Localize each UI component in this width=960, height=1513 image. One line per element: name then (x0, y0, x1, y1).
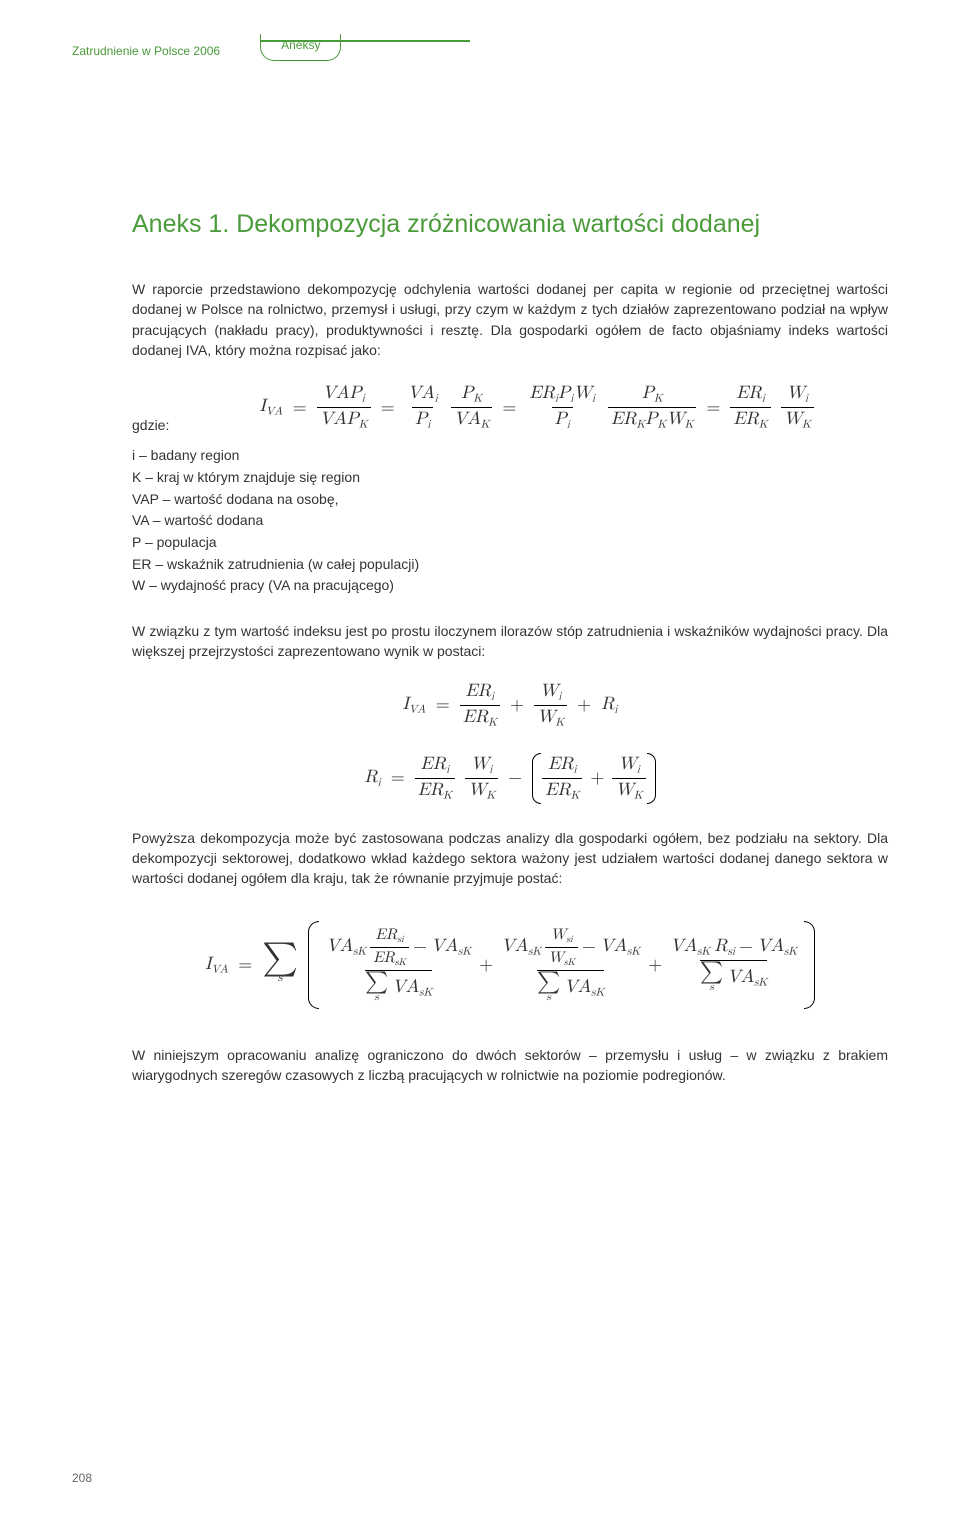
annex-title: Aneks 1. Dekompozycja zróżnicowania wart… (132, 210, 888, 239)
page-number: 208 (72, 1471, 92, 1485)
section-tab: Aneksy (260, 40, 341, 67)
def-item: VAP – wartość dodana na osobę, (132, 489, 888, 511)
doc-title: Zatrudnienie w Polsce 2006 (72, 40, 220, 58)
formula-ri: Ri = ERi ERK Wi WK − ERi ERK (132, 753, 888, 804)
def-item: W – wydajność pracy (VA na pracującego) (132, 575, 888, 597)
def-item: VA – wartość dodana (132, 510, 888, 532)
where-label: gdzie: (132, 417, 169, 433)
intro-paragraph: W raporcie przedstawiono dekompozycję od… (132, 279, 888, 360)
formula-iva-chain: IVA = VAPi VAPK = VAi Pi PK VAK (259, 384, 813, 431)
paragraph-2: W związku z tym wartość indeksu jest po … (132, 621, 888, 662)
def-item: P – populacja (132, 532, 888, 554)
def-item: K – kraj w którym znajduje się region (132, 467, 888, 489)
paragraph-3: Powyższa dekompozycja może być zastosowa… (132, 828, 888, 889)
section-label: Aneksy (260, 34, 341, 61)
def-item: i – badany region (132, 445, 888, 467)
symbol-definitions: i – badany region K – kraj w którym znaj… (132, 445, 888, 597)
def-item: ER – wskaźnik zatrudnienia (w całej popu… (132, 554, 888, 576)
formula-sectoral: IVA = ∑ s VAsK ERsi (132, 921, 888, 1009)
formula-iva-sum: IVA = ERi ERK + Wi WK + Ri (132, 682, 888, 729)
content-area: Aneks 1. Dekompozycja zróżnicowania wart… (72, 210, 888, 1086)
paragraph-4: W niniejszym opracowaniu analizę ogranic… (132, 1045, 888, 1086)
page-header: Zatrudnienie w Polsce 2006 Aneksy (72, 40, 888, 80)
